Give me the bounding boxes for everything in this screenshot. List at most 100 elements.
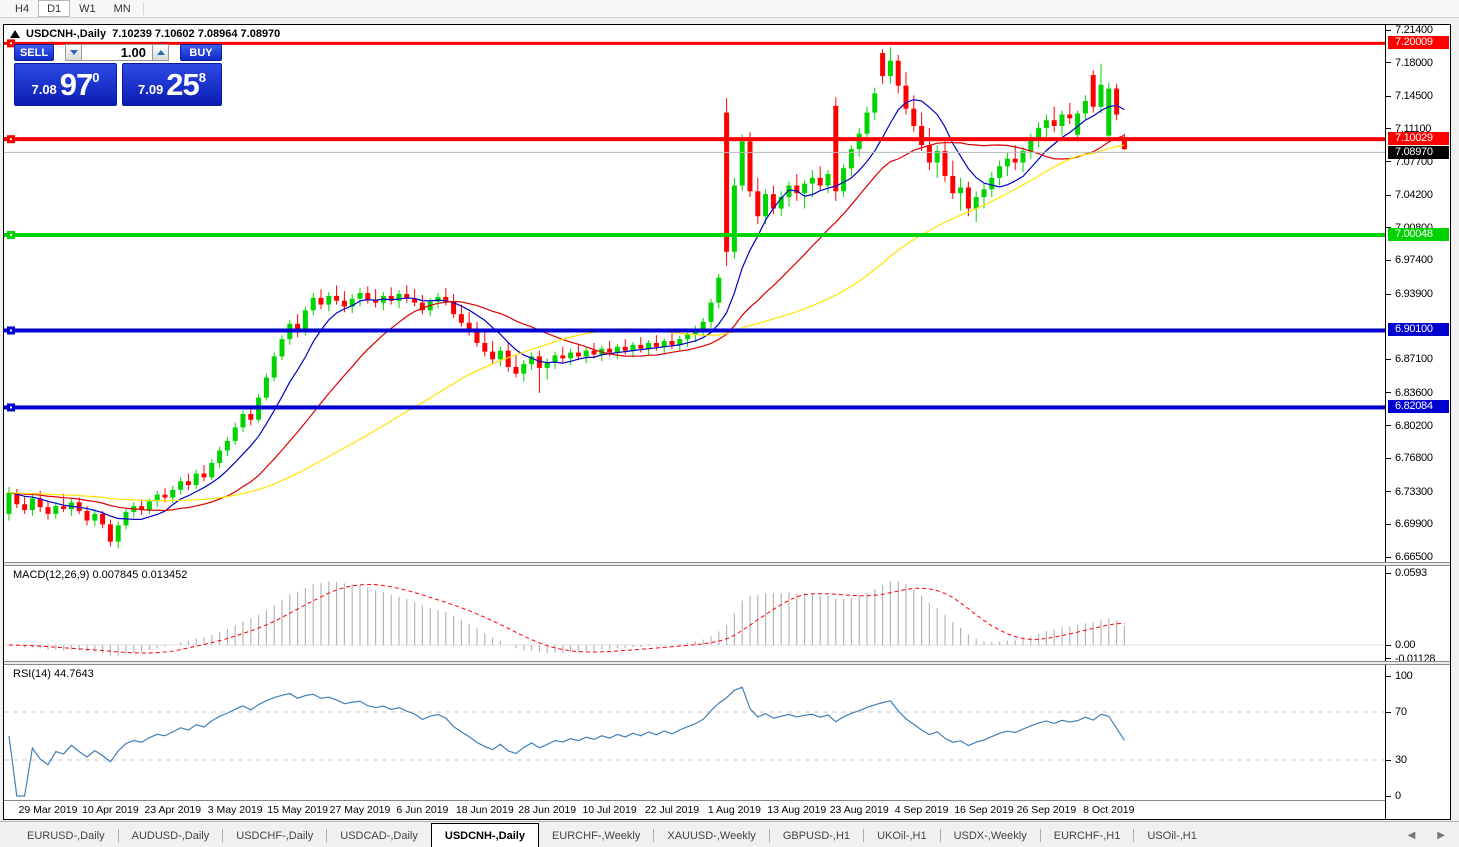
candle[interactable] xyxy=(1051,106,1057,132)
candle[interactable] xyxy=(349,294,355,314)
candle[interactable] xyxy=(864,106,870,140)
candle[interactable] xyxy=(1043,114,1049,138)
candle[interactable] xyxy=(708,298,714,328)
candle[interactable] xyxy=(29,494,35,516)
candle[interactable] xyxy=(107,519,113,547)
candle[interactable] xyxy=(911,95,917,132)
volume-increase-button[interactable] xyxy=(152,44,169,61)
candle[interactable] xyxy=(295,314,301,338)
candle[interactable] xyxy=(1059,110,1065,136)
candle[interactable] xyxy=(724,98,730,267)
candle[interactable] xyxy=(1090,70,1096,113)
symbol-tab-eurchf[interactable]: EURCHF-,H1 xyxy=(1053,830,1121,842)
candle[interactable] xyxy=(544,358,550,380)
date-axis[interactable]: 29 Mar 2019 10 Apr 2019 23 Apr 2019 3 May 2… xyxy=(4,800,1385,818)
candle[interactable] xyxy=(22,496,28,514)
candle[interactable] xyxy=(217,446,223,468)
candle[interactable] xyxy=(1012,145,1018,171)
candle[interactable] xyxy=(825,170,831,194)
tab-scroll-right-icon[interactable]: ▶ xyxy=(1437,830,1445,841)
candle[interactable] xyxy=(1114,83,1120,121)
candle[interactable] xyxy=(326,292,332,312)
candle[interactable] xyxy=(139,499,145,515)
candle[interactable] xyxy=(1020,147,1026,173)
candle[interactable] xyxy=(786,181,792,207)
candle[interactable] xyxy=(1067,102,1073,125)
candle[interactable] xyxy=(388,287,394,305)
candle[interactable] xyxy=(591,342,597,359)
candle[interactable] xyxy=(1098,63,1104,114)
candle[interactable] xyxy=(997,160,1003,186)
macd-pane-canvas[interactable] xyxy=(4,566,1385,661)
candle[interactable] xyxy=(973,191,979,222)
sell-quote-button[interactable]: 7.08 97 0 xyxy=(14,63,117,106)
support-resistance-line[interactable] xyxy=(4,328,1385,333)
candle[interactable] xyxy=(958,177,964,211)
symbol-tab-gbpusd[interactable]: GBPUSD-,H1 xyxy=(782,830,851,842)
candle[interactable] xyxy=(872,87,878,121)
candle[interactable] xyxy=(685,330,691,347)
candle[interactable] xyxy=(1106,82,1112,142)
symbol-tab-eurchf[interactable]: EURCHF-,Weekly xyxy=(551,830,641,842)
candle[interactable] xyxy=(263,373,269,401)
candle[interactable] xyxy=(131,502,137,518)
candle[interactable] xyxy=(474,321,480,347)
symbol-tab-eurusd[interactable]: EURUSD-,Daily xyxy=(27,830,105,842)
candle[interactable] xyxy=(45,500,51,520)
candle[interactable] xyxy=(1004,152,1010,176)
candle[interactable] xyxy=(731,177,737,259)
candle[interactable] xyxy=(965,181,971,217)
candle[interactable] xyxy=(677,336,683,352)
symbol-tab-usdchf[interactable]: USDCHF-,Daily xyxy=(236,830,314,842)
candle[interactable] xyxy=(451,294,457,318)
candle[interactable] xyxy=(536,350,542,393)
candle[interactable] xyxy=(310,293,316,316)
candle[interactable] xyxy=(630,342,636,358)
candle[interactable] xyxy=(895,54,901,94)
pane-separator[interactable] xyxy=(4,562,1450,566)
sell-button[interactable]: SELL xyxy=(14,44,54,61)
buy-quote-button[interactable]: 7.09 25 8 xyxy=(122,63,222,106)
symbol-tab-ukoil[interactable]: UKOil-,H1 xyxy=(877,830,927,842)
chart-plot-area[interactable]: USDCNH-,Daily 7.10239 7.10602 7.08964 7.… xyxy=(4,25,1385,819)
candle[interactable] xyxy=(599,345,605,362)
candle[interactable] xyxy=(661,338,667,354)
candle[interactable] xyxy=(926,127,932,171)
price-chart-canvas[interactable] xyxy=(4,25,1385,562)
candle[interactable] xyxy=(115,521,121,549)
candle[interactable] xyxy=(950,160,956,199)
candle[interactable] xyxy=(794,174,800,201)
candle[interactable] xyxy=(981,183,987,209)
candle[interactable] xyxy=(568,348,574,366)
price-axis[interactable]: 7.21400 7.18000 7.14500 7.11100 7.07700 7.042… xyxy=(1385,24,1450,819)
support-resistance-line[interactable] xyxy=(4,405,1385,410)
candle[interactable] xyxy=(380,292,386,311)
candle[interactable] xyxy=(833,97,839,201)
candle[interactable] xyxy=(84,506,90,526)
candle[interactable] xyxy=(373,289,379,308)
candle[interactable] xyxy=(778,191,784,217)
symbol-tab-usdcad[interactable]: USDCAD-,Daily xyxy=(340,830,418,842)
candle[interactable] xyxy=(646,340,652,356)
candle[interactable] xyxy=(919,112,925,151)
buy-button[interactable]: BUY xyxy=(180,44,222,61)
timeframe-button-d1[interactable]: D1 xyxy=(38,0,71,17)
candle[interactable] xyxy=(100,510,106,529)
volume-input[interactable] xyxy=(82,44,152,61)
candle[interactable] xyxy=(755,177,761,224)
symbol-tab-usdx[interactable]: USDX-,Weekly xyxy=(953,830,1027,842)
tab-scroll-left-icon[interactable]: ◀ xyxy=(1407,830,1416,841)
symbol-tab-usoil[interactable]: USOil-,H1 xyxy=(1147,830,1197,842)
candle[interactable] xyxy=(458,304,464,327)
support-resistance-line[interactable] xyxy=(4,41,1385,45)
candle[interactable] xyxy=(700,318,706,337)
candle[interactable] xyxy=(770,185,776,215)
candle[interactable] xyxy=(279,335,285,361)
collapse-triangle-icon[interactable] xyxy=(10,30,20,38)
candle[interactable] xyxy=(739,134,745,192)
candle[interactable] xyxy=(1121,133,1127,150)
pane-separator[interactable] xyxy=(4,661,1450,665)
volume-decrease-button[interactable] xyxy=(65,44,82,61)
candle[interactable] xyxy=(92,509,98,527)
candle[interactable] xyxy=(887,47,893,84)
